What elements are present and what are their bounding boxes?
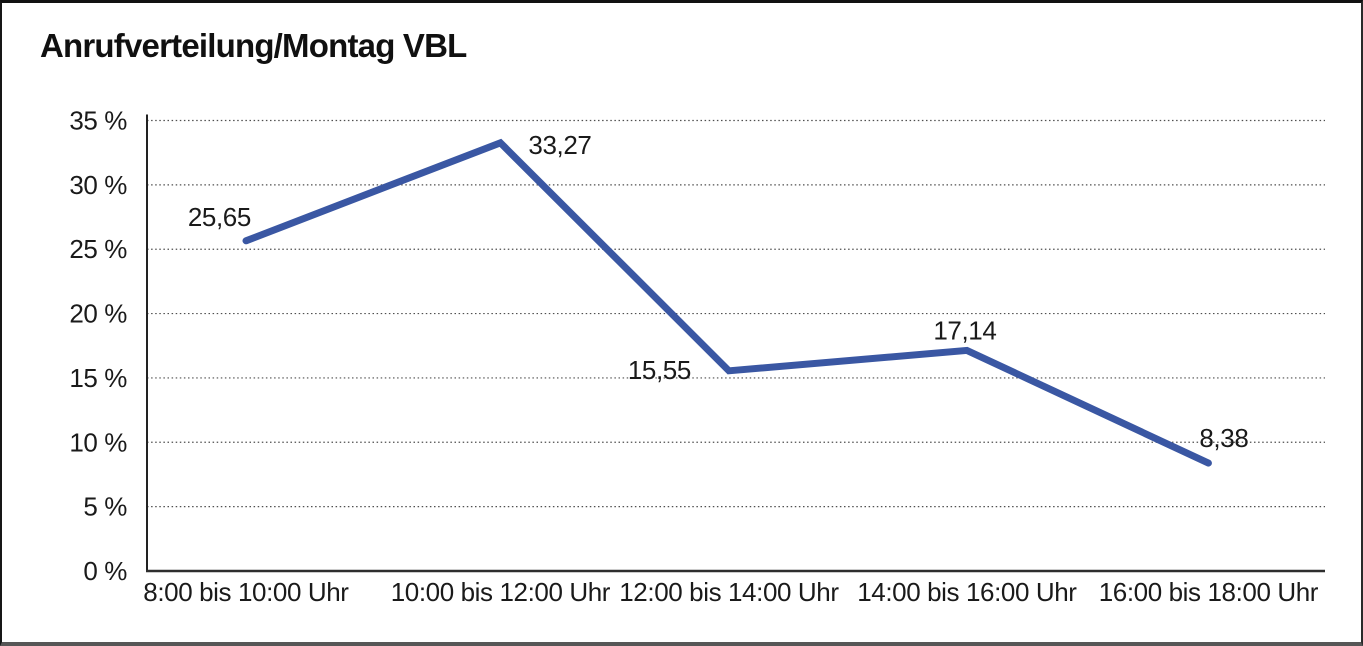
point-label: 25,65: [188, 202, 251, 232]
chart-title: Anrufverteilung/Montag VBL: [40, 27, 467, 64]
y-tick-label: 10 %: [69, 427, 127, 457]
y-tick-label: 25 %: [69, 234, 127, 264]
x-tick-label: 16:00 bis 18:00 Uhr: [1099, 577, 1319, 607]
line-chart-canvas: 0 % 5 % 10 % 15 % 20 % 25 % 30 % 35 % 8:00 bis 1…: [69, 106, 1325, 607]
point-label: 33,27: [528, 130, 591, 160]
point-label: 17,14: [933, 315, 996, 345]
y-tick-label: 30 %: [69, 170, 127, 200]
y-tick-label: 15 %: [69, 363, 127, 393]
series-line: [242, 138, 1212, 467]
x-tick-label: 10:00 bis 12:00 Uhr: [391, 577, 611, 607]
point-label: 15,55: [628, 355, 691, 385]
y-tick-label: 35 %: [69, 106, 127, 136]
y-tick-label: 20 %: [69, 299, 127, 329]
x-tick-label: 14:00 bis 16:00 Uhr: [857, 577, 1077, 607]
x-tick-label: 12:00 bis 14:00 Uhr: [619, 577, 839, 607]
x-tick-label: 8:00 bis 10:00 Uhr: [143, 577, 349, 607]
y-tick-label: 5 %: [83, 492, 127, 522]
y-tick-label: 0 %: [83, 556, 127, 586]
point-label: 8,38: [1199, 423, 1248, 453]
